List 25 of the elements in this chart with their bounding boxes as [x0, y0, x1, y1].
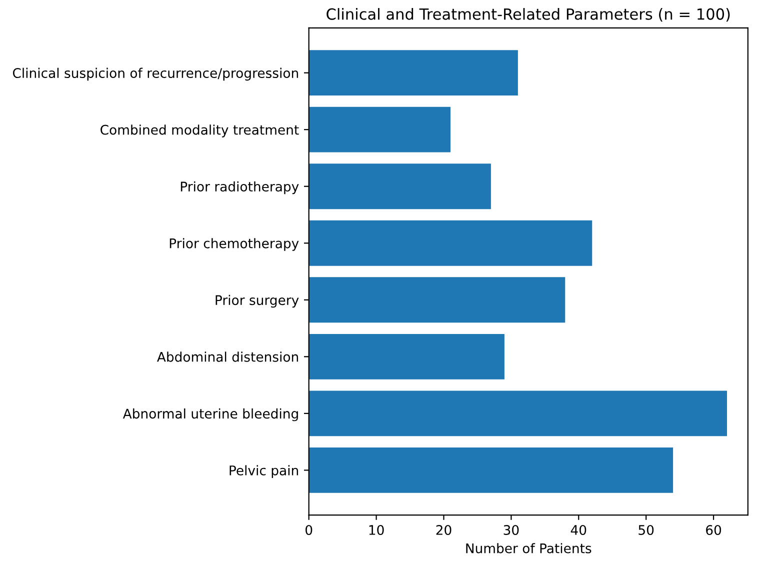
- bar: [308, 390, 728, 436]
- x-axis-title: Number of Patients: [466, 543, 592, 554]
- x-tick-label: 50: [638, 524, 654, 535]
- bar: [308, 334, 504, 380]
- bar: [308, 106, 450, 152]
- y-tick-label: Prior radiotherapy: [180, 181, 299, 194]
- y-tick-label: Abdominal distension: [157, 352, 298, 362]
- x-tick-label: 30: [504, 524, 519, 535]
- chart-title: Clinical and Treatment-Related Parameters (n = 100): [326, 8, 730, 22]
- bar: [308, 164, 491, 210]
- x-tick-label: 10: [369, 524, 384, 535]
- x-tick-label: 60: [706, 524, 722, 535]
- y-tick-label: Prior surgery: [216, 294, 299, 308]
- x-tick-label: 20: [436, 524, 452, 535]
- bar: [308, 220, 592, 266]
- y-tick-label: Clinical suspicion of recurrence/progression: [12, 68, 298, 81]
- bar: [308, 277, 566, 323]
- bar: [308, 50, 518, 96]
- x-tick-label: 0: [306, 524, 312, 535]
- bar: [308, 447, 674, 493]
- y-tick-label: Abnormal uterine bleeding: [122, 408, 298, 422]
- x-tick-label: 40: [570, 524, 586, 535]
- y-tick-label: Pelvic pain: [230, 465, 298, 478]
- y-tick-label: Prior chemotherapy: [170, 238, 299, 251]
- y-tick-label: Combined modality treatment: [100, 124, 299, 138]
